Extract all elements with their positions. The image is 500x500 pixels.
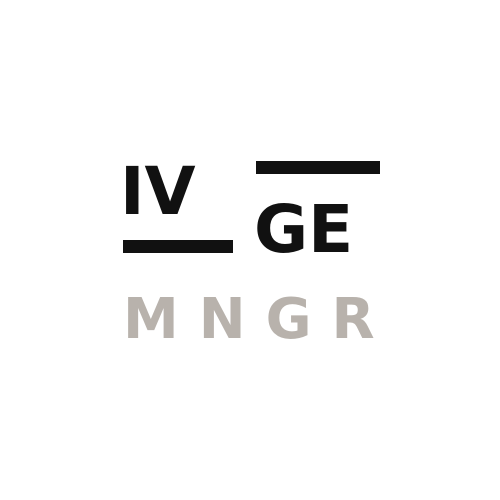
logo-text-mngr: MNGR <box>123 287 395 352</box>
logo-bar-top <box>256 161 380 174</box>
logo-text-ge: GE <box>254 191 353 268</box>
logo-bar-bottom <box>123 240 233 253</box>
logo-text-iv: IV <box>120 153 196 230</box>
